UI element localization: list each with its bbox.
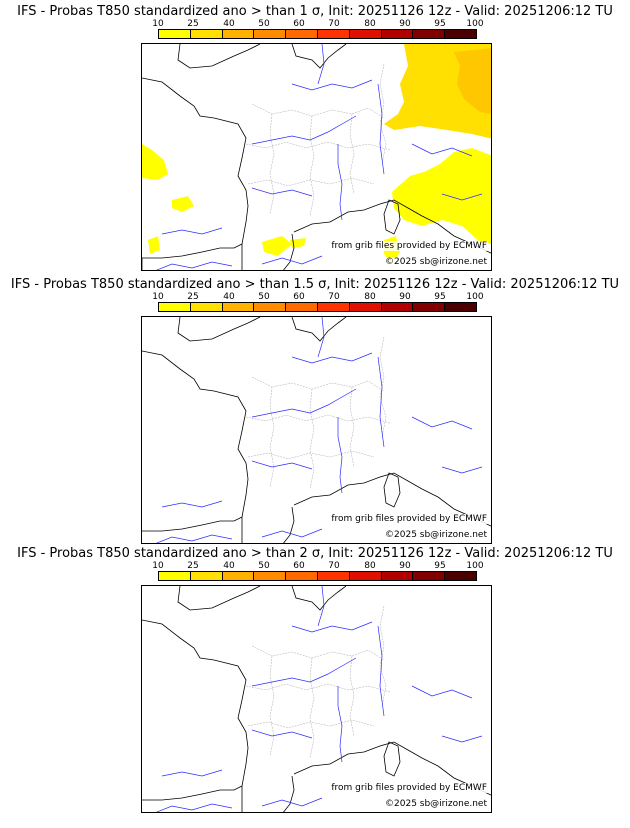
colorbar-tick: 90 bbox=[399, 19, 411, 29]
map-svg bbox=[142, 586, 491, 812]
panel-title: IFS - Probas T850 standardized ano > tha… bbox=[17, 546, 613, 561]
colorbar-swatch bbox=[159, 303, 191, 311]
colorbar-swatch bbox=[286, 30, 318, 38]
colorbar-swatch bbox=[317, 303, 350, 311]
prob-zone-alps-italy bbox=[392, 148, 491, 244]
colorbar-tick: 95 bbox=[434, 561, 446, 571]
colorbar-swatch bbox=[349, 572, 382, 580]
colorbar-tick: 50 bbox=[258, 292, 270, 302]
colorbar-swatch bbox=[445, 572, 476, 580]
colorbar-swatch bbox=[317, 30, 350, 38]
colorbar-swatch bbox=[286, 303, 318, 311]
copyright-credit: ©2025 sb@irizone.net bbox=[384, 257, 488, 267]
map-frame: from grib files provided by ECMWF ©2025 … bbox=[141, 585, 492, 813]
colorbar-tick: 25 bbox=[187, 19, 199, 29]
colorbar-tick: 100 bbox=[466, 292, 484, 302]
colorbar-swatch bbox=[159, 30, 191, 38]
colorbar-swatch bbox=[222, 303, 255, 311]
data-source-credit: from grib files provided by ECMWF bbox=[330, 241, 488, 251]
colorbar-swatch bbox=[381, 303, 414, 311]
prob-zone-swiss-alps-germany-core bbox=[454, 48, 491, 114]
colorbar-tick: 90 bbox=[399, 561, 411, 571]
colorbar-tick: 100 bbox=[466, 561, 484, 571]
coastline bbox=[142, 317, 491, 543]
colorbar-tick: 95 bbox=[434, 292, 446, 302]
colorbar-swatch bbox=[381, 30, 414, 38]
map-svg bbox=[142, 44, 491, 270]
panel-title: IFS - Probas T850 standardized ano > tha… bbox=[17, 4, 613, 19]
colorbar-swatch bbox=[413, 572, 446, 580]
colorbar-swatch bbox=[349, 30, 382, 38]
colorbar-tick: 25 bbox=[187, 561, 199, 571]
colorbar-swatch bbox=[413, 303, 446, 311]
colorbar-tick: 50 bbox=[258, 19, 270, 29]
colorbar-swatch bbox=[190, 572, 223, 580]
colorbar-swatch bbox=[222, 572, 255, 580]
copyright-credit: ©2025 sb@irizone.net bbox=[384, 530, 488, 540]
rivers bbox=[156, 317, 483, 543]
colorbar-tick: 70 bbox=[328, 292, 340, 302]
colorbar-tick: 80 bbox=[364, 292, 376, 302]
colorbar-tick: 80 bbox=[364, 561, 376, 571]
colorbar-labels: 10 25 40 50 60 70 80 90 95 100 bbox=[142, 19, 490, 29]
colorbar-swatch bbox=[190, 303, 223, 311]
colorbar-tick: 80 bbox=[364, 19, 376, 29]
admin-borders bbox=[245, 605, 391, 759]
admin-borders bbox=[245, 336, 391, 490]
panel-2-sigma: IFS - Probas T850 standardized ano > tha… bbox=[0, 546, 630, 814]
copyright-credit: ©2025 sb@irizone.net bbox=[384, 799, 488, 809]
map-frame: from grib files provided by ECMWF ©2025 … bbox=[141, 43, 492, 271]
panel-title: IFS - Probas T850 standardized ano > tha… bbox=[10, 277, 620, 292]
colorbar-labels: 10 25 40 50 60 70 80 90 95 100 bbox=[142, 561, 490, 571]
colorbar-swatch bbox=[254, 30, 287, 38]
panel-1-5-sigma: IFS - Probas T850 standardized ano > tha… bbox=[0, 277, 630, 545]
colorbar-tick: 100 bbox=[466, 19, 484, 29]
colorbar-swatch bbox=[349, 303, 382, 311]
colorbar-tick: 70 bbox=[328, 19, 340, 29]
colorbar bbox=[158, 29, 477, 39]
colorbar-swatch bbox=[159, 572, 191, 580]
prob-zone-bay-of-biscay-coast bbox=[142, 144, 168, 180]
prob-zone-northern-spain bbox=[148, 196, 306, 256]
rivers bbox=[156, 586, 483, 812]
coastline bbox=[142, 44, 491, 270]
rivers bbox=[156, 44, 483, 270]
colorbar-tick: 40 bbox=[223, 561, 235, 571]
colorbar-swatch bbox=[381, 572, 414, 580]
colorbar-swatch bbox=[190, 30, 223, 38]
colorbar-tick: 40 bbox=[223, 292, 235, 302]
colorbar bbox=[158, 302, 477, 312]
colorbar-tick: 90 bbox=[399, 292, 411, 302]
colorbar-tick: 10 bbox=[152, 19, 164, 29]
colorbar-tick: 60 bbox=[293, 292, 305, 302]
coastline bbox=[142, 586, 491, 812]
colorbar-swatch bbox=[286, 572, 318, 580]
colorbar-swatch bbox=[445, 30, 476, 38]
map-frame: from grib files provided by ECMWF ©2025 … bbox=[141, 316, 492, 544]
colorbar-swatch bbox=[222, 30, 255, 38]
map-svg bbox=[142, 317, 491, 543]
colorbar-labels: 10 25 40 50 60 70 80 90 95 100 bbox=[142, 292, 490, 302]
colorbar-tick: 50 bbox=[258, 561, 270, 571]
colorbar bbox=[158, 571, 477, 581]
colorbar-tick: 60 bbox=[293, 561, 305, 571]
colorbar-swatch bbox=[445, 303, 476, 311]
colorbar-tick: 10 bbox=[152, 292, 164, 302]
panel-1-sigma: IFS - Probas T850 standardized ano > tha… bbox=[0, 4, 630, 272]
colorbar-tick: 25 bbox=[187, 292, 199, 302]
colorbar-tick: 60 bbox=[293, 19, 305, 29]
colorbar-swatch bbox=[413, 30, 446, 38]
probability-zones bbox=[142, 44, 491, 264]
colorbar-tick: 10 bbox=[152, 561, 164, 571]
colorbar-tick: 70 bbox=[328, 561, 340, 571]
colorbar-swatch bbox=[317, 572, 350, 580]
admin-borders bbox=[245, 63, 391, 217]
data-source-credit: from grib files provided by ECMWF bbox=[330, 514, 488, 524]
colorbar-tick: 95 bbox=[434, 19, 446, 29]
colorbar-swatch bbox=[254, 303, 287, 311]
data-source-credit: from grib files provided by ECMWF bbox=[330, 783, 488, 793]
colorbar-tick: 40 bbox=[223, 19, 235, 29]
colorbar-swatch bbox=[254, 572, 287, 580]
